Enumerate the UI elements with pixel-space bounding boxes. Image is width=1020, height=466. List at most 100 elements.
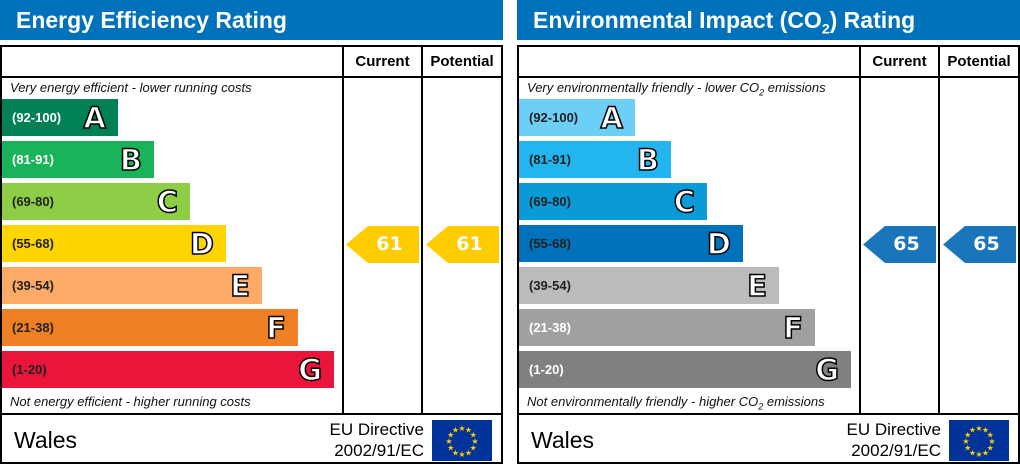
band-range: (81-91) (529, 152, 571, 167)
panel-title-text: Energy Efficiency Rating (16, 7, 287, 33)
eu-star-icon: ★ (964, 444, 971, 453)
column-divider (342, 47, 344, 415)
top-note-text-end: emissions (764, 80, 826, 95)
band-letter: G (297, 352, 322, 388)
band-letter: C (673, 184, 696, 220)
header-divider (519, 76, 1018, 78)
band-range: (21-38) (529, 320, 571, 335)
band-range: (1-20) (12, 362, 47, 377)
top-note-text: Very environmentally friendly - lower CO (527, 80, 760, 95)
footer-divider (2, 413, 501, 415)
region-label: Wales (14, 427, 78, 453)
header-divider (2, 76, 501, 78)
band-range: (55-68) (12, 236, 54, 251)
rating-table: Current Potential Very environmentally fri… (517, 45, 1020, 464)
bottom-note-text: Not energy efficient - higher running co… (10, 394, 251, 409)
band-letter: D (189, 226, 215, 262)
top-note-text: Very energy efficient - lower running co… (10, 80, 252, 95)
eu-directive-line1: EU Directive (846, 420, 941, 439)
eu-star-icon: ★ (470, 431, 477, 440)
band-letter: C (156, 184, 179, 220)
band-bar-a: (92-100) A (2, 99, 118, 136)
rating-table: Current Potential Very energy efficient - … (0, 45, 503, 464)
bottom-note-text: Not environmentally friendly - higher CO (527, 394, 759, 409)
eu-flag-icon: ★ ★ ★ ★ ★ ★ ★ ★ ★ ★ ★ ★ (432, 420, 492, 461)
band-letter: E (746, 268, 767, 304)
band-range: (69-80) (529, 194, 571, 209)
eu-star-icon: ★ (988, 437, 995, 446)
eu-star-icon: ★ (470, 444, 477, 453)
bottom-note-text-end: emissions (763, 394, 825, 409)
band-letter: D (706, 226, 732, 262)
panel-title-text: Environmental Impact (CO (533, 7, 822, 33)
eu-star-icon: ★ (465, 426, 472, 435)
eu-directive-line2: 2002/91/EC (334, 441, 424, 460)
band-range: (69-80) (12, 194, 54, 209)
column-header-current: Current (355, 53, 410, 70)
eu-star-icon: ★ (458, 450, 465, 459)
eu-directive: EU Directive 2002/91/EC (328, 419, 424, 461)
band-range: (55-68) (529, 236, 571, 251)
top-note: Very energy efficient - lower running co… (10, 80, 252, 95)
panel-title: Environmental Impact (CO2) Rating (517, 0, 1020, 40)
eu-star-icon: ★ (987, 431, 994, 440)
band-bar-c: (69-80) C (519, 183, 707, 220)
eu-flag-icon: ★ ★ ★ ★ ★ ★ ★ ★ ★ ★ ★ ★ (949, 420, 1009, 461)
panel-title-subscript: 2 (821, 20, 830, 37)
bottom-note: Not energy efficient - higher running co… (10, 394, 251, 409)
band-letter: A (83, 100, 107, 136)
band-range: (92-100) (12, 110, 62, 125)
eu-directive-line1: EU Directive (329, 420, 424, 439)
band-range: (21-38) (12, 320, 54, 335)
band-bar-d: (55-68) D (519, 225, 743, 262)
band-range: (92-100) (529, 110, 579, 125)
column-header-current: Current (872, 53, 927, 70)
region-label: Wales (531, 427, 595, 453)
energy-efficiency-panel: Energy Efficiency Rating Current Potential… (0, 0, 503, 464)
column-divider (859, 47, 861, 415)
band-bar-a: (92-100) A (519, 99, 635, 136)
column-header-potential: Potential (430, 53, 494, 70)
band-bar-f: (21-38) F (2, 309, 298, 346)
band-range: (39-54) (529, 278, 571, 293)
column-divider (938, 47, 940, 415)
environmental-impact-panel: Environmental Impact (CO2) Rating Current… (517, 0, 1020, 464)
band-bar-d: (55-68) D (2, 225, 226, 262)
eu-star-icon: ★ (969, 448, 976, 457)
eu-star-icon: ★ (975, 450, 982, 459)
band-range: (81-91) (12, 152, 54, 167)
band-bar-f: (21-38) F (519, 309, 815, 346)
eu-star-icon: ★ (471, 437, 478, 446)
eu-star-icon: ★ (969, 426, 976, 435)
band-letter: A (600, 100, 624, 136)
band-bar-e: (39-54) E (2, 267, 262, 304)
eu-star-icon: ★ (987, 444, 994, 453)
band-letter: G (814, 352, 839, 388)
potential-rating-arrow: 65 (943, 226, 1016, 263)
eu-directive-line2: 2002/91/EC (851, 441, 941, 460)
column-header-potential: Potential (947, 53, 1011, 70)
band-bar-g: (1-20) G (2, 351, 334, 388)
eu-star-icon: ★ (458, 424, 465, 433)
band-range: (39-54) (12, 278, 54, 293)
band-letter: B (119, 142, 143, 178)
panel-title: Energy Efficiency Rating (0, 0, 503, 40)
band-letter: B (636, 142, 660, 178)
band-bar-g: (1-20) G (519, 351, 851, 388)
footer-divider (519, 413, 1018, 415)
eu-star-icon: ★ (975, 424, 982, 433)
band-letter: F (782, 310, 803, 346)
eu-directive: EU Directive 2002/91/EC (845, 419, 941, 461)
band-letter: E (229, 268, 250, 304)
eu-star-icon: ★ (445, 437, 452, 446)
panel-title-text-end: ) Rating (829, 7, 916, 33)
eu-star-icon: ★ (465, 448, 472, 457)
band-range: (1-20) (529, 362, 564, 377)
band-bar-b: (81-91) B (2, 141, 154, 178)
top-note-subscript: 2 (759, 87, 765, 98)
eu-star-icon: ★ (452, 448, 459, 457)
bottom-note-subscript: 2 (758, 401, 764, 412)
current-rating-arrow: 61 (346, 226, 419, 263)
top-note: Very environmentally friendly - lower CO… (527, 80, 826, 98)
eu-star-icon: ★ (982, 448, 989, 457)
